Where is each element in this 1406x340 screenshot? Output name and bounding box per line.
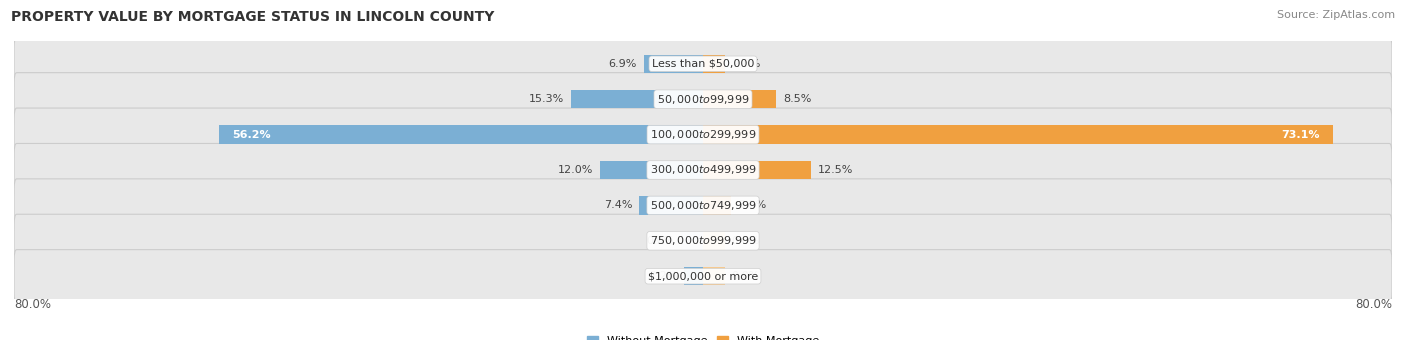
Text: 15.3%: 15.3% xyxy=(529,94,564,104)
Text: 12.0%: 12.0% xyxy=(557,165,593,175)
Text: $1,000,000 or more: $1,000,000 or more xyxy=(648,271,758,281)
FancyBboxPatch shape xyxy=(14,179,1392,232)
Text: PROPERTY VALUE BY MORTGAGE STATUS IN LINCOLN COUNTY: PROPERTY VALUE BY MORTGAGE STATUS IN LIN… xyxy=(11,10,495,24)
Text: 3.3%: 3.3% xyxy=(738,200,766,210)
Text: $750,000 to $999,999: $750,000 to $999,999 xyxy=(650,234,756,247)
Legend: Without Mortgage, With Mortgage: Without Mortgage, With Mortgage xyxy=(582,332,824,340)
Bar xyxy=(685,267,703,285)
Text: 0.0%: 0.0% xyxy=(731,236,759,246)
Bar xyxy=(644,55,703,73)
Bar xyxy=(703,267,724,285)
FancyBboxPatch shape xyxy=(14,214,1392,267)
Bar xyxy=(571,90,703,108)
Text: 8.5%: 8.5% xyxy=(783,94,811,104)
Text: 80.0%: 80.0% xyxy=(14,298,51,311)
Text: Source: ZipAtlas.com: Source: ZipAtlas.com xyxy=(1277,10,1395,20)
Text: 73.1%: 73.1% xyxy=(1281,130,1320,140)
FancyBboxPatch shape xyxy=(14,37,1392,90)
Text: $100,000 to $299,999: $100,000 to $299,999 xyxy=(650,128,756,141)
Text: 0.0%: 0.0% xyxy=(647,236,675,246)
Text: Less than $50,000: Less than $50,000 xyxy=(652,59,754,69)
Text: 2.6%: 2.6% xyxy=(733,59,761,69)
Bar xyxy=(703,125,1333,144)
FancyBboxPatch shape xyxy=(14,108,1392,161)
Text: $500,000 to $749,999: $500,000 to $749,999 xyxy=(650,199,756,212)
Text: 56.2%: 56.2% xyxy=(232,130,270,140)
Bar xyxy=(703,232,724,250)
Bar xyxy=(682,232,703,250)
Text: $300,000 to $499,999: $300,000 to $499,999 xyxy=(650,164,756,176)
Text: $50,000 to $99,999: $50,000 to $99,999 xyxy=(657,93,749,106)
Text: 7.4%: 7.4% xyxy=(605,200,633,210)
FancyBboxPatch shape xyxy=(14,143,1392,197)
Bar xyxy=(703,55,725,73)
FancyBboxPatch shape xyxy=(14,73,1392,126)
Text: 80.0%: 80.0% xyxy=(1355,298,1392,311)
Text: 12.5%: 12.5% xyxy=(817,165,853,175)
Text: 6.9%: 6.9% xyxy=(609,59,637,69)
Bar xyxy=(703,90,776,108)
Text: 2.2%: 2.2% xyxy=(648,271,678,281)
Bar xyxy=(219,125,703,144)
FancyBboxPatch shape xyxy=(14,250,1392,303)
Bar xyxy=(703,161,811,179)
Bar xyxy=(640,196,703,215)
Bar xyxy=(703,196,731,215)
Bar xyxy=(599,161,703,179)
Text: 0.0%: 0.0% xyxy=(731,271,759,281)
